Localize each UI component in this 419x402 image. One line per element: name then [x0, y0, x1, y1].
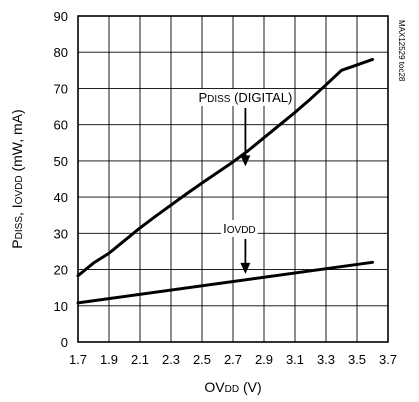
- annotation-arrow-head: [240, 262, 251, 274]
- x-tick-label: 2.7: [224, 352, 242, 367]
- annotations-layer: PDISS (DIGITAL) IOVDD: [196, 89, 295, 274]
- y-tick-label: 20: [54, 263, 68, 278]
- x-tick-label: 2.5: [193, 352, 211, 367]
- x-tick-label: 1.7: [69, 352, 87, 367]
- y-tick-label: 0: [61, 335, 68, 350]
- x-axis-label: OVDD (V): [204, 379, 261, 395]
- y-axis-label: PDISS, IOVDD (mW, mA): [9, 109, 25, 248]
- y-tick-label: 60: [54, 118, 68, 133]
- x-tick-label: 3.3: [317, 352, 335, 367]
- chart-id-label: MAX12529 toc28: [397, 20, 406, 82]
- x-tick-label: 2.9: [255, 352, 273, 367]
- series-line-2: [76, 260, 374, 305]
- grid: [77, 15, 389, 343]
- y-tick-label: 30: [54, 226, 68, 241]
- series-layer: [76, 57, 374, 305]
- x-tick-label: 3.7: [379, 352, 397, 367]
- annotation-label: IOVDD: [223, 221, 256, 236]
- annotation-label-bg: [196, 89, 295, 106]
- plot-frame: [77, 15, 389, 343]
- x-tick-labels: 1.7 1.9 2.1 2.3 2.5 2.7 2.9 3.1 3.3 3.5 3.7: [69, 352, 397, 367]
- annotation-label-bg: [221, 220, 258, 237]
- y-tick-label: 90: [54, 9, 68, 24]
- y-tick-label: 10: [54, 299, 68, 314]
- x-tick-label: 3.5: [348, 352, 366, 367]
- y-tick-label: 70: [54, 81, 68, 96]
- x-tick-label: 2.1: [131, 352, 149, 367]
- y-tick-label: 50: [54, 154, 68, 169]
- y-tick-label: 80: [54, 45, 68, 60]
- x-tick-label: 2.3: [162, 352, 180, 367]
- annotation-arrow-head: [240, 155, 251, 167]
- x-tick-label: 3.1: [286, 352, 304, 367]
- y-tick-labels: 0 10 20 30 40 50 60 70 80 90: [54, 9, 68, 350]
- annotation-label: PDISS (DIGITAL): [198, 90, 292, 105]
- series-line-1: [76, 57, 374, 278]
- x-tick-label: 1.9: [100, 352, 118, 367]
- y-tick-label: 40: [54, 190, 68, 205]
